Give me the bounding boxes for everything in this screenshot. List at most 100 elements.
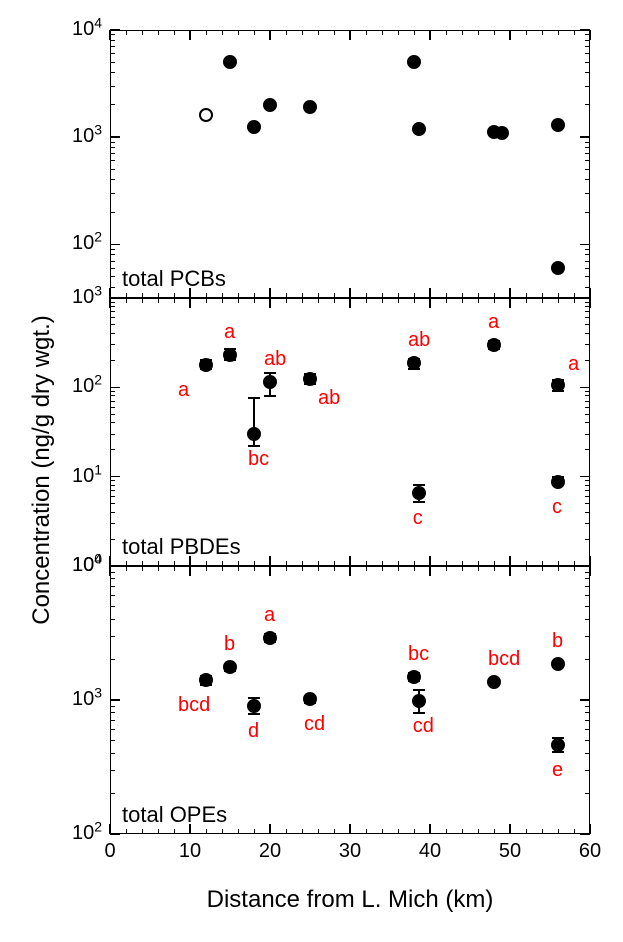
x-minor-tick — [558, 298, 559, 303]
group-label: c — [413, 507, 423, 530]
x-minor-tick — [494, 30, 495, 35]
x-minor-tick — [142, 829, 143, 834]
x-minor-tick — [462, 566, 463, 571]
y-minor-tick — [110, 46, 115, 47]
y-tick — [580, 136, 590, 138]
y-minor-tick — [110, 720, 115, 721]
x-minor-tick — [382, 298, 383, 303]
y-minor-tick — [585, 261, 590, 262]
x-minor-tick — [254, 30, 255, 35]
x-minor-tick — [254, 829, 255, 834]
y-minor-tick — [110, 512, 115, 513]
x-tick — [269, 30, 271, 40]
y-minor-tick — [585, 254, 590, 255]
x-minor-tick — [126, 30, 127, 35]
y-minor-tick — [585, 720, 590, 721]
x-tick — [509, 566, 511, 576]
y-tick — [110, 833, 120, 835]
x-minor-tick — [366, 829, 367, 834]
group-label: ab — [318, 387, 340, 410]
data-point — [303, 372, 317, 386]
y-minor-tick — [110, 142, 115, 143]
y-minor-tick — [585, 503, 590, 504]
y-minor-tick — [110, 586, 115, 587]
x-minor-tick — [462, 30, 463, 35]
y-tick-label: 102 — [72, 822, 102, 845]
y-tick-label: 101 — [72, 465, 102, 488]
y-minor-tick — [585, 306, 590, 307]
y-minor-tick — [585, 422, 590, 423]
y-minor-tick — [585, 62, 590, 63]
y-minor-tick — [585, 770, 590, 771]
error-cap — [264, 372, 276, 374]
group-label: bc — [408, 643, 429, 666]
panel-title-pbde: total PBDEs — [122, 534, 241, 560]
y-minor-tick — [585, 512, 590, 513]
y-minor-tick — [110, 40, 115, 41]
y-minor-tick — [585, 753, 590, 754]
x-minor-tick — [414, 829, 415, 834]
y-minor-tick — [110, 539, 115, 540]
y-minor-tick — [585, 40, 590, 41]
x-tick-label: 30 — [338, 840, 362, 863]
x-minor-tick — [462, 298, 463, 303]
y-minor-tick — [110, 254, 115, 255]
y-minor-tick — [110, 261, 115, 262]
group-label: a — [224, 321, 235, 344]
x-minor-tick — [366, 566, 367, 571]
x-minor-tick — [574, 566, 575, 571]
x-minor-tick — [334, 298, 335, 303]
x-minor-tick — [526, 829, 527, 834]
y-minor-tick — [110, 276, 115, 277]
y-minor-tick — [585, 333, 590, 334]
x-minor-tick — [446, 30, 447, 35]
y-minor-tick — [110, 160, 115, 161]
x-minor-tick — [542, 829, 543, 834]
x-minor-tick — [526, 298, 527, 303]
y-minor-tick — [110, 360, 115, 361]
y-tick — [580, 387, 590, 389]
x-minor-tick — [206, 566, 207, 571]
y-minor-tick — [110, 401, 115, 402]
x-minor-tick — [334, 566, 335, 571]
y-minor-tick — [110, 712, 115, 713]
y-minor-tick — [585, 212, 590, 213]
y-minor-tick — [585, 395, 590, 396]
x-minor-tick — [222, 566, 223, 571]
y-minor-tick — [585, 595, 590, 596]
panel-title-ope: total OPEs — [122, 802, 227, 828]
y-minor-tick — [110, 434, 115, 435]
y-minor-tick — [585, 401, 590, 402]
y-minor-tick — [110, 34, 115, 35]
y-minor-tick — [585, 142, 590, 143]
y-tick-label: 103 — [72, 286, 102, 309]
x-minor-tick — [238, 30, 239, 35]
y-minor-tick — [110, 485, 115, 486]
y-tick — [110, 476, 120, 478]
x-minor-tick — [142, 30, 143, 35]
y-minor-tick — [110, 333, 115, 334]
y-minor-tick — [585, 490, 590, 491]
y-tick — [110, 244, 120, 246]
y-minor-tick — [585, 46, 590, 47]
x-minor-tick — [446, 566, 447, 571]
y-minor-tick — [585, 153, 590, 154]
y-minor-tick — [110, 179, 115, 180]
x-tick — [269, 298, 271, 308]
y-tick-label: 103 — [72, 125, 102, 148]
y-minor-tick — [110, 287, 115, 288]
x-tick — [269, 556, 271, 566]
panel-title-pcb: total PCBs — [122, 266, 226, 292]
x-minor-tick — [574, 30, 575, 35]
y-minor-tick — [110, 395, 115, 396]
y-minor-tick — [110, 311, 115, 312]
y-minor-tick — [585, 193, 590, 194]
x-tick — [269, 288, 271, 298]
x-minor-tick — [302, 829, 303, 834]
y-minor-tick — [110, 636, 115, 637]
x-tick-label: 60 — [578, 840, 602, 863]
y-minor-tick — [585, 539, 590, 540]
x-minor-tick — [542, 298, 543, 303]
y-minor-tick — [110, 706, 115, 707]
x-minor-tick — [398, 298, 399, 303]
